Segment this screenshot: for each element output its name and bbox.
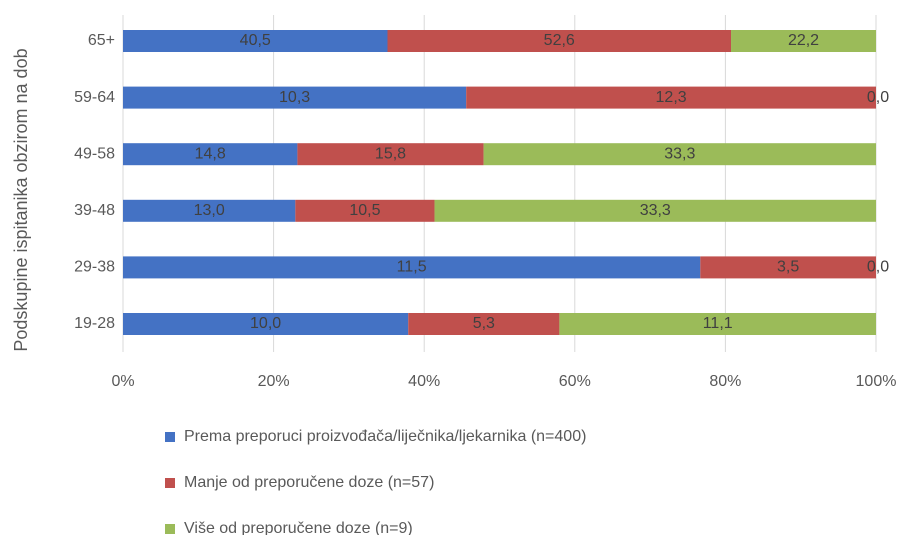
bar-segment xyxy=(700,256,876,279)
y-tick-label: 49-58 xyxy=(74,145,115,162)
x-tick-label: 40% xyxy=(408,373,440,390)
bar-segment xyxy=(408,313,560,335)
value-label: 13,0 xyxy=(194,202,225,219)
bar-segment xyxy=(434,199,876,222)
y-axis-label: Podskupine ispitanika obzirom na dob xyxy=(11,48,31,351)
value-label: 5,3 xyxy=(473,315,495,332)
legend-label: Manje od preporučene doze (n=57) xyxy=(184,474,434,491)
value-label: 3,5 xyxy=(777,259,799,276)
value-label: 40,5 xyxy=(240,32,271,49)
value-label: 33,3 xyxy=(640,202,671,219)
value-label: 10,3 xyxy=(279,89,310,106)
bar-segment xyxy=(123,199,296,222)
bar-segment xyxy=(559,313,876,335)
bar-segment xyxy=(123,86,467,109)
value-label: 0,0 xyxy=(867,259,889,276)
value-label: 33,3 xyxy=(664,145,695,162)
x-tick-label: 60% xyxy=(559,373,591,390)
bar-segment xyxy=(295,199,435,222)
x-tick-label: 80% xyxy=(709,373,741,390)
value-label: 15,8 xyxy=(375,145,406,162)
bar-segment xyxy=(387,30,732,52)
bar-segment xyxy=(297,143,484,166)
bar-segment xyxy=(731,30,876,52)
legend-swatch xyxy=(165,432,175,442)
value-label: 11,1 xyxy=(703,315,733,332)
y-tick-label: 19-28 xyxy=(74,315,115,332)
legend-swatch xyxy=(165,524,175,534)
value-label: 11,5 xyxy=(397,259,427,276)
bar-segment xyxy=(123,30,388,52)
bar-segment xyxy=(123,313,409,335)
value-label: 10,0 xyxy=(250,315,281,332)
y-tick-label: 29-38 xyxy=(74,259,115,276)
y-tick-label: 65+ xyxy=(88,32,115,49)
bar-segment xyxy=(483,143,876,166)
bar-segment xyxy=(123,256,701,279)
bar-segment xyxy=(123,143,298,166)
y-tick-label: 59-64 xyxy=(74,89,115,106)
value-label: 0,0 xyxy=(867,89,889,106)
legend-swatch xyxy=(165,478,175,488)
value-label: 10,5 xyxy=(349,202,380,219)
value-label: 14,8 xyxy=(195,145,226,162)
bar-segment xyxy=(466,86,876,109)
value-label: 12,3 xyxy=(656,89,687,106)
legend-label: Prema preporuci proizvođača/liječnika/lj… xyxy=(184,428,586,445)
x-tick-label: 100% xyxy=(856,373,897,390)
value-label: 52,6 xyxy=(544,32,575,49)
value-label: 22,2 xyxy=(788,32,819,49)
legend-label: Više od preporučene doze (n=9) xyxy=(184,520,413,535)
x-tick-label: 0% xyxy=(111,373,134,390)
x-tick-label: 20% xyxy=(258,373,290,390)
y-tick-label: 39-48 xyxy=(74,202,115,219)
